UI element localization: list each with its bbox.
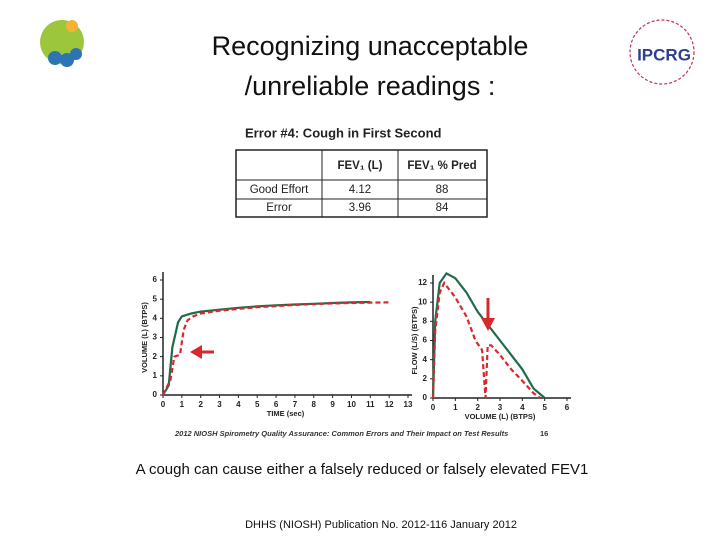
- x-tick-label: 7: [293, 400, 298, 409]
- x-tick-label: 2: [475, 403, 480, 412]
- x-tick-label: 5: [542, 403, 547, 412]
- left-logo: [40, 20, 84, 67]
- y-tick-label: 10: [418, 297, 427, 306]
- x-tick-label: 0: [431, 403, 436, 412]
- x-tick-label: 3: [217, 400, 222, 409]
- x-axis-label: VOLUME (L) (BTPS): [465, 412, 536, 421]
- table-cell: 3.96: [349, 202, 371, 214]
- x-tick-label: 2: [198, 400, 203, 409]
- x-tick-label: 11: [366, 400, 375, 409]
- x-axis-label: TIME (sec): [267, 409, 305, 418]
- table-cell: 84: [436, 202, 449, 214]
- figure-heading: Error #4: Cough in First Second: [245, 125, 442, 140]
- x-tick-label: 10: [347, 400, 356, 409]
- y-tick-label: 2: [423, 374, 428, 383]
- series-line: [431, 271, 546, 399]
- series-line: [431, 280, 541, 399]
- y-tick-label: 4: [153, 313, 158, 322]
- y-tick-label: 6: [423, 336, 428, 345]
- x-tick-label: 12: [385, 400, 394, 409]
- y-axis-label: FLOW (L/S) (BTPS): [410, 306, 419, 374]
- y-tick-label: 6: [153, 275, 158, 284]
- x-tick-label: 4: [236, 400, 241, 409]
- x-tick-label: 13: [404, 400, 413, 409]
- footer: DHHS (NIOSH) Publication No. 2012-116 Ja…: [245, 519, 517, 531]
- x-tick-label: 4: [520, 403, 525, 412]
- y-tick-label: 4: [423, 355, 428, 364]
- table-cell: 4.12: [349, 184, 371, 196]
- series-line: [162, 301, 390, 396]
- table-cell: 88: [436, 184, 449, 196]
- x-tick-label: 3: [498, 403, 503, 412]
- y-tick-label: 1: [153, 371, 158, 380]
- body-text: A cough can cause either a falsely reduc…: [136, 461, 589, 478]
- x-tick-label: 1: [180, 400, 185, 409]
- logo-text: IPCRG: [637, 45, 691, 64]
- x-tick-label: 5: [255, 400, 260, 409]
- y-tick-label: 8: [423, 316, 428, 325]
- figure-caption: 2012 NIOSH Spirometry Quality Assurance:…: [174, 429, 508, 438]
- arrows: [190, 298, 495, 359]
- y-tick-label: 5: [153, 294, 158, 303]
- x-tick-label: 1: [453, 403, 458, 412]
- y-tick-label: 0: [153, 390, 158, 399]
- y-tick-label: 0: [423, 393, 428, 402]
- y-tick-label: 12: [418, 278, 427, 287]
- y-tick-label: 2: [153, 352, 158, 361]
- x-tick-label: 6: [274, 400, 279, 409]
- table-cell: Error: [266, 202, 292, 214]
- figure-page: 16: [540, 429, 548, 438]
- table-header: FEV₁ % Pred: [407, 160, 476, 172]
- x-tick-label: 8: [312, 400, 317, 409]
- right-logo: IPCRG: [629, 19, 695, 85]
- y-axis-label: VOLUME (L) (BTPS): [140, 302, 149, 373]
- title-line: /unreliable readings :: [245, 71, 496, 101]
- x-tick-label: 0: [161, 400, 166, 409]
- x-tick-label: 9: [330, 400, 335, 409]
- table-cell: Good Effort: [250, 184, 309, 196]
- table-header: FEV₁ (L): [337, 160, 382, 172]
- x-tick-label: 6: [565, 403, 570, 412]
- table: [235, 149, 488, 218]
- title-line: Recognizing unacceptable: [212, 31, 529, 61]
- y-tick-label: 3: [153, 333, 158, 342]
